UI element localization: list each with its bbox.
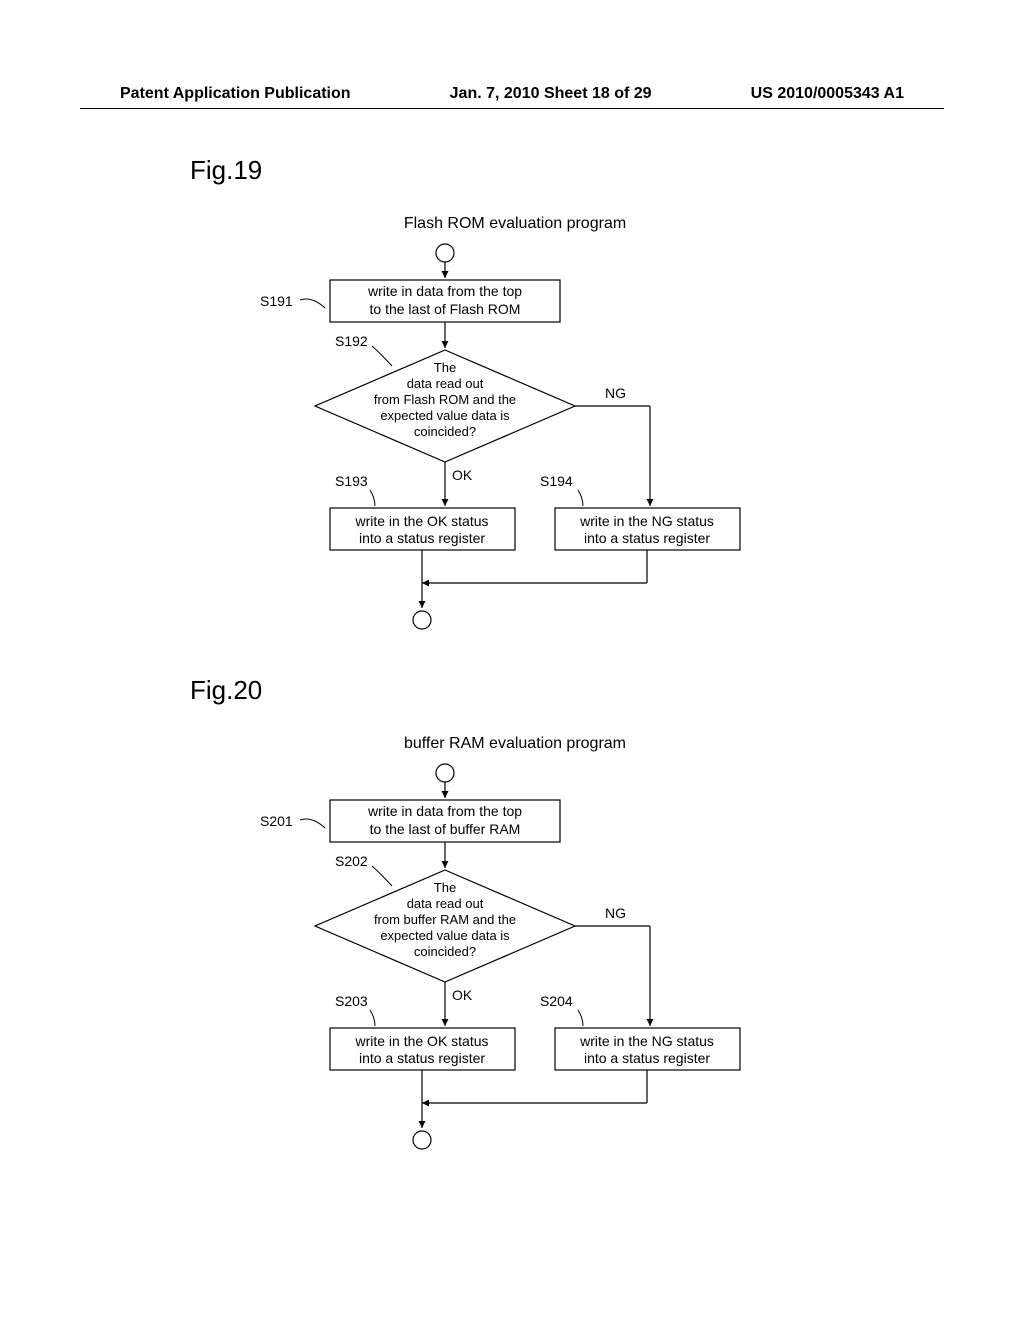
header-center: Jan. 7, 2010 Sheet 18 of 29	[450, 85, 652, 103]
s194-line2: into a status register	[584, 530, 710, 546]
s201-line1: write in data from the top	[367, 803, 522, 819]
s193-line2: into a status register	[359, 530, 485, 546]
fig19-flowchart: Flash ROM evaluation program write in da…	[230, 215, 830, 658]
s191-ref: S191	[260, 293, 293, 309]
s202-line2: data read out	[407, 896, 484, 911]
s202-ref: S202	[335, 853, 368, 869]
s202-line5: coincided?	[414, 944, 476, 959]
fig20-label: Fig.20	[190, 675, 262, 706]
s193-line1: write in the OK status	[354, 513, 488, 529]
fig19-ok: OK	[452, 467, 473, 483]
fig20-title: buffer RAM evaluation program	[200, 735, 830, 753]
s191-line2: to the last of Flash ROM	[370, 301, 521, 317]
s203-line2: into a status register	[359, 1050, 485, 1066]
s193-ref: S193	[335, 473, 368, 489]
fig20-svg: write in data from the top to the last o…	[230, 758, 830, 1178]
s192-line5: coincided?	[414, 424, 476, 439]
fig19-ng: NG	[605, 385, 626, 401]
fig20-ng: NG	[605, 905, 626, 921]
page-header: Patent Application Publication Jan. 7, 2…	[0, 85, 1024, 103]
fig19-svg: write in data from the top to the last o…	[230, 238, 830, 658]
s201-line2: to the last of buffer RAM	[370, 821, 521, 837]
s192-line2: data read out	[407, 376, 484, 391]
s191-line1: write in data from the top	[367, 283, 522, 299]
s194-ref: S194	[540, 473, 573, 489]
s192-line1: The	[434, 360, 456, 375]
fig19-title: Flash ROM evaluation program	[200, 215, 830, 233]
fig20-ok: OK	[452, 987, 473, 1003]
fig20-flowchart: buffer RAM evaluation program write in d…	[230, 735, 830, 1178]
header-left: Patent Application Publication	[120, 85, 351, 103]
s204-line2: into a status register	[584, 1050, 710, 1066]
s202-line3: from buffer RAM and the	[374, 912, 516, 927]
header-divider	[80, 108, 944, 109]
s194-line1: write in the NG status	[579, 513, 714, 529]
s192-ref: S192	[335, 333, 368, 349]
s192-line3: from Flash ROM and the	[374, 392, 516, 407]
s204-line1: write in the NG status	[579, 1033, 714, 1049]
s202-line1: The	[434, 880, 456, 895]
s201-ref: S201	[260, 813, 293, 829]
header-right: US 2010/0005343 A1	[751, 85, 904, 103]
fig19-label: Fig.19	[190, 155, 262, 186]
s192-line4: expected value data is	[380, 408, 510, 423]
s203-line1: write in the OK status	[354, 1033, 488, 1049]
s203-ref: S203	[335, 993, 368, 1009]
s204-ref: S204	[540, 993, 573, 1009]
s202-line4: expected value data is	[380, 928, 510, 943]
